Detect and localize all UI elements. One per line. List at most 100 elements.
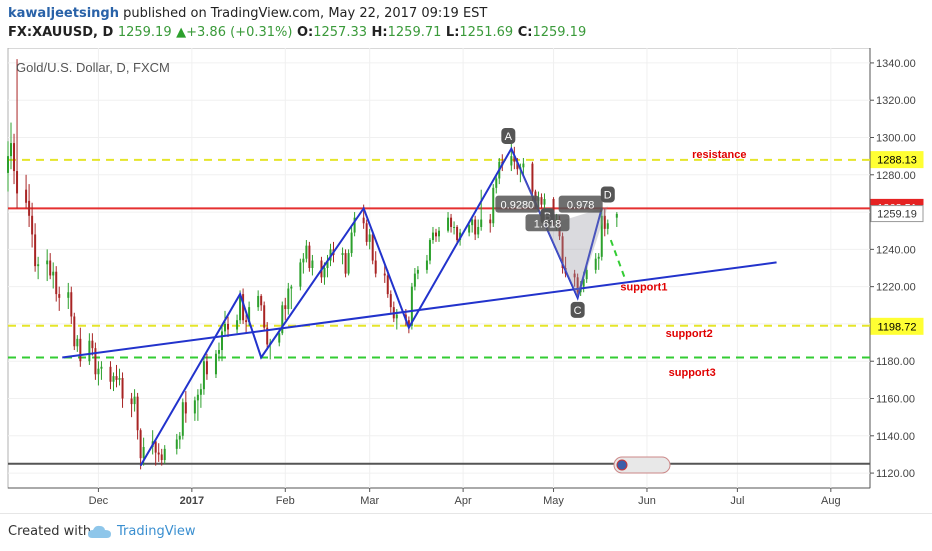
candle-body <box>278 333 281 343</box>
candle-body <box>543 199 546 205</box>
chart-header: kawaljeetsingh published on TradingView.… <box>0 0 932 48</box>
x-tick-label: 2017 <box>180 495 204 507</box>
price-axis[interactable]: 1120.001140.001160.001180.001200.001220.… <box>870 58 924 480</box>
candle-body <box>31 215 34 235</box>
candle-body <box>362 217 365 224</box>
author-link[interactable]: kawaljeetsingh <box>8 6 119 21</box>
candle-body <box>302 258 305 263</box>
candle-body <box>287 288 290 310</box>
candle-body <box>136 396 139 431</box>
price-tag-label: 1198.72 <box>878 321 917 333</box>
time-axis[interactable]: Dec 2017 Feb Mar Apr May Jun Jul Aug <box>89 488 841 507</box>
candle-body <box>299 262 302 287</box>
candle-body <box>142 446 145 459</box>
chart-title: Gold/U.S. Dollar, D, FXCM <box>16 60 170 75</box>
candle-body <box>516 161 519 170</box>
candle-body <box>281 305 284 334</box>
candle-body <box>133 396 136 405</box>
x-tick-label: May <box>543 495 564 507</box>
candle-body <box>615 213 618 218</box>
tradingview-link[interactable]: TradingView <box>117 524 196 539</box>
candle-body <box>217 350 220 354</box>
candle-body <box>323 268 326 278</box>
close-value: 1259.19 <box>532 25 587 40</box>
candle-body <box>49 260 52 276</box>
publish-info: published on TradingView.com, May 22, 20… <box>123 6 488 21</box>
publish-line: kawaljeetsingh published on TradingView.… <box>8 6 487 21</box>
candle-body <box>434 232 437 237</box>
candle-body <box>597 256 600 259</box>
zigzag-pattern <box>139 146 603 467</box>
candle-body <box>513 156 516 162</box>
harmonic-point-label: D <box>604 189 612 201</box>
candle-body <box>205 361 208 375</box>
candle-body <box>308 245 311 268</box>
candle-body <box>561 236 564 268</box>
candle-body <box>428 240 431 261</box>
candle-body <box>410 286 413 326</box>
candle-body <box>25 189 28 203</box>
candle-body <box>7 156 9 173</box>
price-tag-label: 1288.13 <box>877 155 917 167</box>
harmonic-ratio-badge <box>558 195 603 213</box>
candle-body <box>413 273 416 287</box>
candle-body <box>344 253 347 274</box>
created-with-label: Created with <box>8 524 92 539</box>
change-value: +3.86 (+0.31%) <box>186 25 293 40</box>
x-tick-label: Mar <box>360 495 379 507</box>
candle-body <box>109 366 112 382</box>
level-lines <box>8 158 870 465</box>
candle-body <box>447 217 450 231</box>
candle-body <box>97 368 100 375</box>
candle-body <box>88 340 91 362</box>
y-tick-label: 1120.00 <box>876 468 915 480</box>
low-value: 1251.69 <box>459 25 514 40</box>
candle-body <box>37 264 40 267</box>
level-label: support3 <box>669 367 716 379</box>
y-tick-label: 1220.00 <box>876 282 916 294</box>
up-arrow-icon: ▲ <box>176 25 187 40</box>
candle-body <box>576 277 579 293</box>
candle-body <box>266 327 269 345</box>
x-tick-label: Dec <box>89 495 109 507</box>
candle-body <box>157 452 160 455</box>
candle-body <box>224 323 227 332</box>
footer: Created with TradingView <box>0 513 932 551</box>
candle-body <box>438 230 440 237</box>
trendline-label: support1 <box>620 281 667 293</box>
candle-body <box>365 223 368 242</box>
candle-body <box>245 320 248 323</box>
high-label: H: <box>371 25 388 40</box>
candle-body <box>175 439 178 449</box>
candle-body <box>371 234 374 261</box>
candle-body <box>196 394 199 401</box>
candle-body <box>573 273 576 278</box>
candle-body <box>70 292 73 317</box>
candle-body <box>181 402 184 436</box>
candle-body <box>16 171 19 194</box>
candle-body <box>214 353 217 375</box>
price-chart[interactable]: resistancesupport2support3support1ABCD0.… <box>0 48 932 512</box>
flag-icon <box>613 456 671 474</box>
symbol-label[interactable]: FX:XAUUSD, D <box>8 25 114 40</box>
candle-body <box>248 307 251 323</box>
harmonic-point-badge <box>570 301 585 318</box>
candle-body <box>130 398 133 405</box>
x-tick-label: Jul <box>730 495 744 507</box>
candle-body <box>28 200 31 216</box>
x-tick-label: Feb <box>276 495 295 507</box>
candle-body <box>10 143 13 157</box>
candle-body <box>34 234 37 267</box>
candle-body <box>199 389 202 395</box>
gridlines <box>8 48 870 488</box>
projection-line <box>609 239 627 282</box>
price-tag-label: 1259.19 <box>877 209 917 221</box>
harmonic-ratio-label: 0.9280 <box>501 200 535 212</box>
candle-body <box>600 215 603 257</box>
candle-body <box>284 305 287 310</box>
candle-body <box>585 269 588 280</box>
candle-body <box>242 294 245 321</box>
candle-body <box>290 286 293 289</box>
candle-body <box>395 314 398 319</box>
candle-body <box>163 448 166 461</box>
